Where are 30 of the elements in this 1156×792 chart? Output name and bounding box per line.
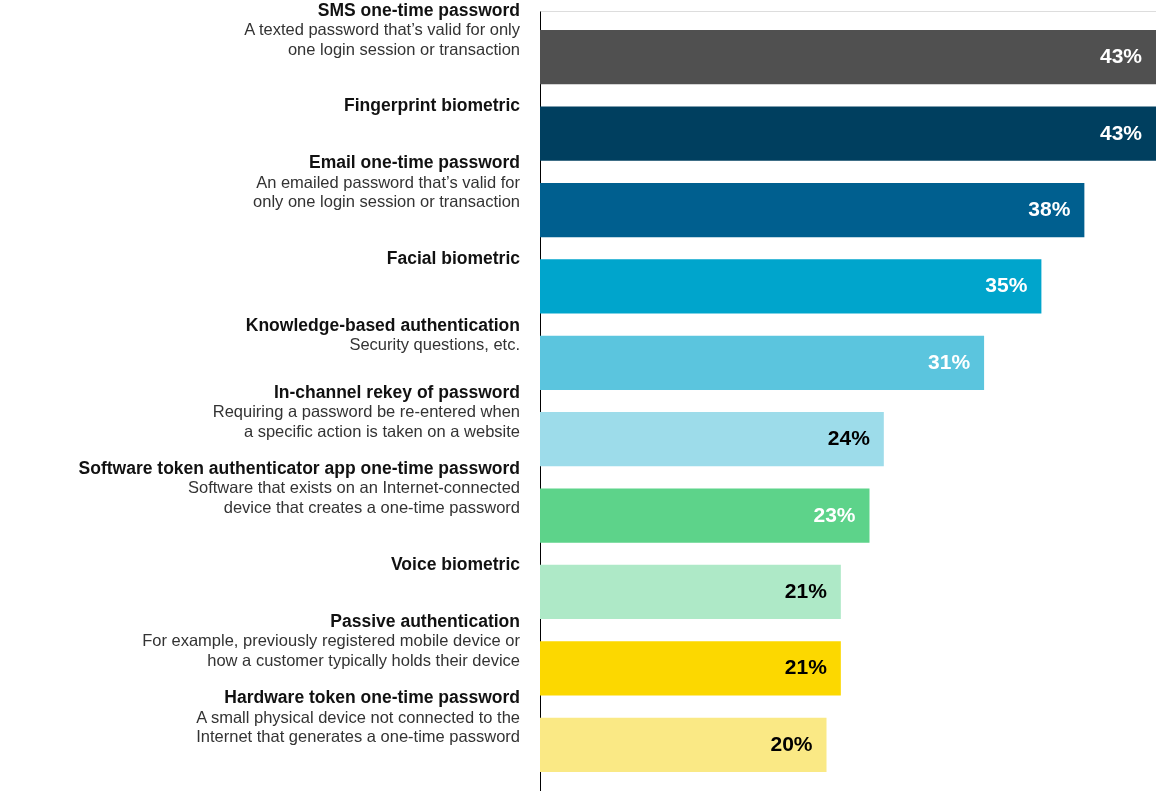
data-label: 43% (1099, 120, 1143, 144)
bar (540, 412, 884, 467)
bar (540, 641, 841, 696)
category-label: Passive authentication For example, previously registered mobile device or how a customer typically holds their device (142, 610, 520, 669)
bar (540, 717, 827, 772)
y-tick-label: Fingerprint biometric (344, 95, 521, 116)
category-label: Hardware token one-time password A small physical device not connected to the Internet that generates a one-time password (196, 687, 520, 746)
data-label: 23% (813, 502, 856, 526)
category-label: Software token authenticator app one-time password Software that exists on an Internet-connected device that creates a one-time password (78, 457, 520, 516)
category-label: SMS one-time password A texted password that’s valid for only one login session or transaction (244, 0, 520, 58)
category-label: Knowledge-based authentication Security questions, etc. (245, 314, 520, 354)
data-label: 43% (1099, 44, 1143, 68)
category-label: Email one-time password An emailed password that’s valid for only one login session or transaction (253, 152, 520, 211)
y-tick-label: Voice biometric (390, 553, 521, 574)
bar (540, 564, 841, 620)
bar (540, 335, 985, 390)
bar (540, 106, 1156, 161)
bar (540, 182, 1085, 238)
y-tick-label: Facial biometric (386, 248, 521, 269)
bar (540, 30, 1156, 85)
data-label: 31% (928, 349, 971, 373)
data-label: 21% (784, 578, 828, 602)
data-label: 35% (985, 273, 1028, 297)
bar (540, 488, 870, 543)
data-label: 38% (1028, 197, 1071, 221)
bar (540, 259, 1042, 314)
data-label: 24% (827, 426, 871, 450)
category-label: In-channel rekey of password Requiring a password be re-entered when a specific action is taken on a website (212, 381, 520, 440)
data-label: 21% (784, 655, 828, 679)
data-label: 20% (770, 731, 813, 755)
